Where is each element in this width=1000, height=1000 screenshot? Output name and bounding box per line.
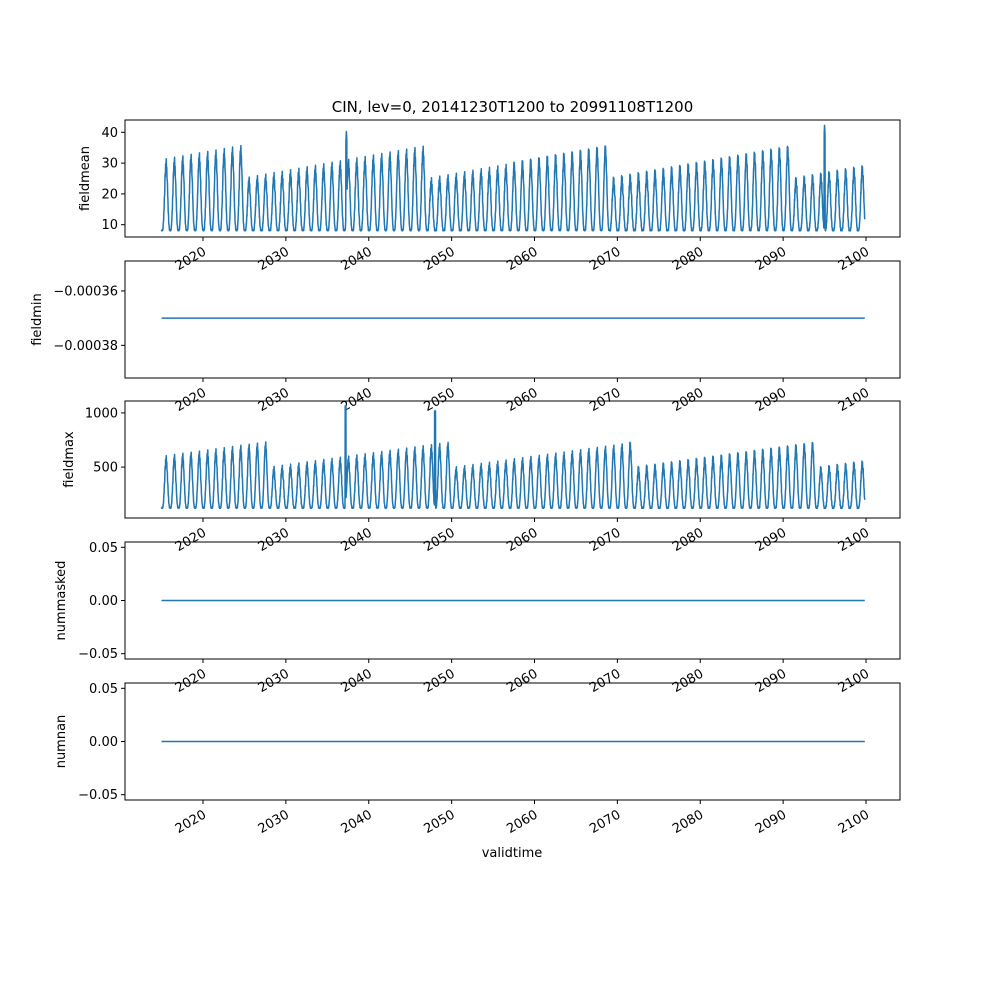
x-tick-label: 2080: [670, 244, 706, 274]
x-tick-label: 2020: [173, 666, 209, 696]
x-tick-label: 2100: [836, 385, 872, 415]
x-tick-label: 2060: [504, 666, 540, 696]
series-line: [160, 405, 866, 510]
x-tick-label: 2030: [256, 244, 292, 274]
y-axis-label: fieldmean: [78, 146, 93, 211]
y-axis-label: fieldmin: [30, 293, 45, 346]
y-tick-label: 30: [101, 157, 118, 172]
y-tick-label: −0.05: [78, 647, 118, 662]
x-tick-label: 2090: [753, 385, 789, 415]
chart-title: CIN, lev=0, 20141230T1200 to 20991108T12…: [332, 98, 694, 116]
x-tick-label: 2020: [173, 807, 209, 837]
x-tick-label: 2040: [339, 807, 375, 837]
x-tick-label: 2050: [421, 385, 457, 415]
x-tick-label: 2030: [256, 666, 292, 696]
subplot-fieldmin: fieldmin −0.00036 −0.00038 2020 2030 2040 2050…: [30, 260, 901, 415]
x-tick-label: 2070: [587, 385, 623, 415]
x-tick-label: 2060: [504, 385, 540, 415]
y-axis-label: fieldmax: [62, 431, 77, 488]
y-tick-label: 0.05: [89, 682, 118, 697]
x-tick-label: 2100: [836, 244, 872, 274]
y-tick-label: 0.00: [89, 594, 118, 609]
x-tick-label: 2050: [421, 525, 457, 555]
subplot-numnan: numnan 0.05 0.00 −0.05 2020 2030 2040 2050 2060 2…: [54, 682, 901, 837]
x-tick-label: 2100: [836, 666, 872, 696]
y-tick-label: 10: [101, 218, 118, 233]
y-axis-label: nummasked: [54, 561, 69, 641]
x-tick-label: 2070: [587, 525, 623, 555]
y-tick-label: 20: [101, 187, 118, 202]
x-tick-label: 2020: [173, 385, 209, 415]
x-tick-label: 2040: [339, 385, 375, 415]
x-tick-label: 2080: [670, 385, 706, 415]
x-tick-label: 2090: [753, 807, 789, 837]
x-tick-label: 2050: [421, 244, 457, 274]
plot-frame: [124, 400, 901, 519]
y-axis-label: numnan: [54, 715, 69, 769]
x-tick-label: 2050: [421, 666, 457, 696]
y-tick-label: 500: [93, 461, 118, 476]
x-tick-label: 2030: [256, 385, 292, 415]
x-tick-label: 2090: [753, 244, 789, 274]
x-tick-label: 2070: [587, 807, 623, 837]
y-tick-label: 40: [101, 126, 118, 141]
x-tick-label: 2070: [587, 244, 623, 274]
x-tick-label: 2030: [256, 525, 292, 555]
x-tick-label: 2070: [587, 666, 623, 696]
x-tick-label: 2050: [421, 807, 457, 837]
x-tick-label: 2040: [339, 244, 375, 274]
y-tick-label: −0.00038: [53, 339, 118, 354]
x-tick-label: 2060: [504, 525, 540, 555]
x-tick-label: 2020: [173, 525, 209, 555]
x-axis-label: validtime: [482, 846, 543, 861]
plot-frame: [124, 260, 901, 379]
x-tick-label: 2080: [670, 807, 706, 837]
x-tick-label: 2080: [670, 525, 706, 555]
y-tick-label: 0.00: [89, 735, 118, 750]
x-tick-label: 2080: [670, 666, 706, 696]
series-line: [160, 124, 866, 232]
plot-frame: [124, 119, 901, 238]
subplot-fieldmax: fieldmax 500 1000 2020 2030 2040 2050 2060 2070 2…: [62, 400, 901, 555]
y-tick-label: −0.00036: [53, 284, 118, 299]
y-tick-label: 1000: [85, 406, 118, 421]
y-tick-label: −0.05: [78, 788, 118, 803]
x-tick-label: 2040: [339, 525, 375, 555]
subplot-nummasked: nummasked 0.05 0.00 −0.05 2020 2030 2040 2050 20…: [54, 541, 901, 696]
x-tick-label: 2060: [504, 244, 540, 274]
y-tick-label: 0.05: [89, 541, 118, 556]
x-tick-label: 2040: [339, 666, 375, 696]
x-tick-label: 2090: [753, 525, 789, 555]
x-tick-label: 2020: [173, 244, 209, 274]
x-tick-label: 2030: [256, 807, 292, 837]
x-tick-label: 2100: [836, 807, 872, 837]
x-tick-label: 2060: [504, 807, 540, 837]
x-tick-label: 2100: [836, 525, 872, 555]
x-tick-label: 2090: [753, 666, 789, 696]
